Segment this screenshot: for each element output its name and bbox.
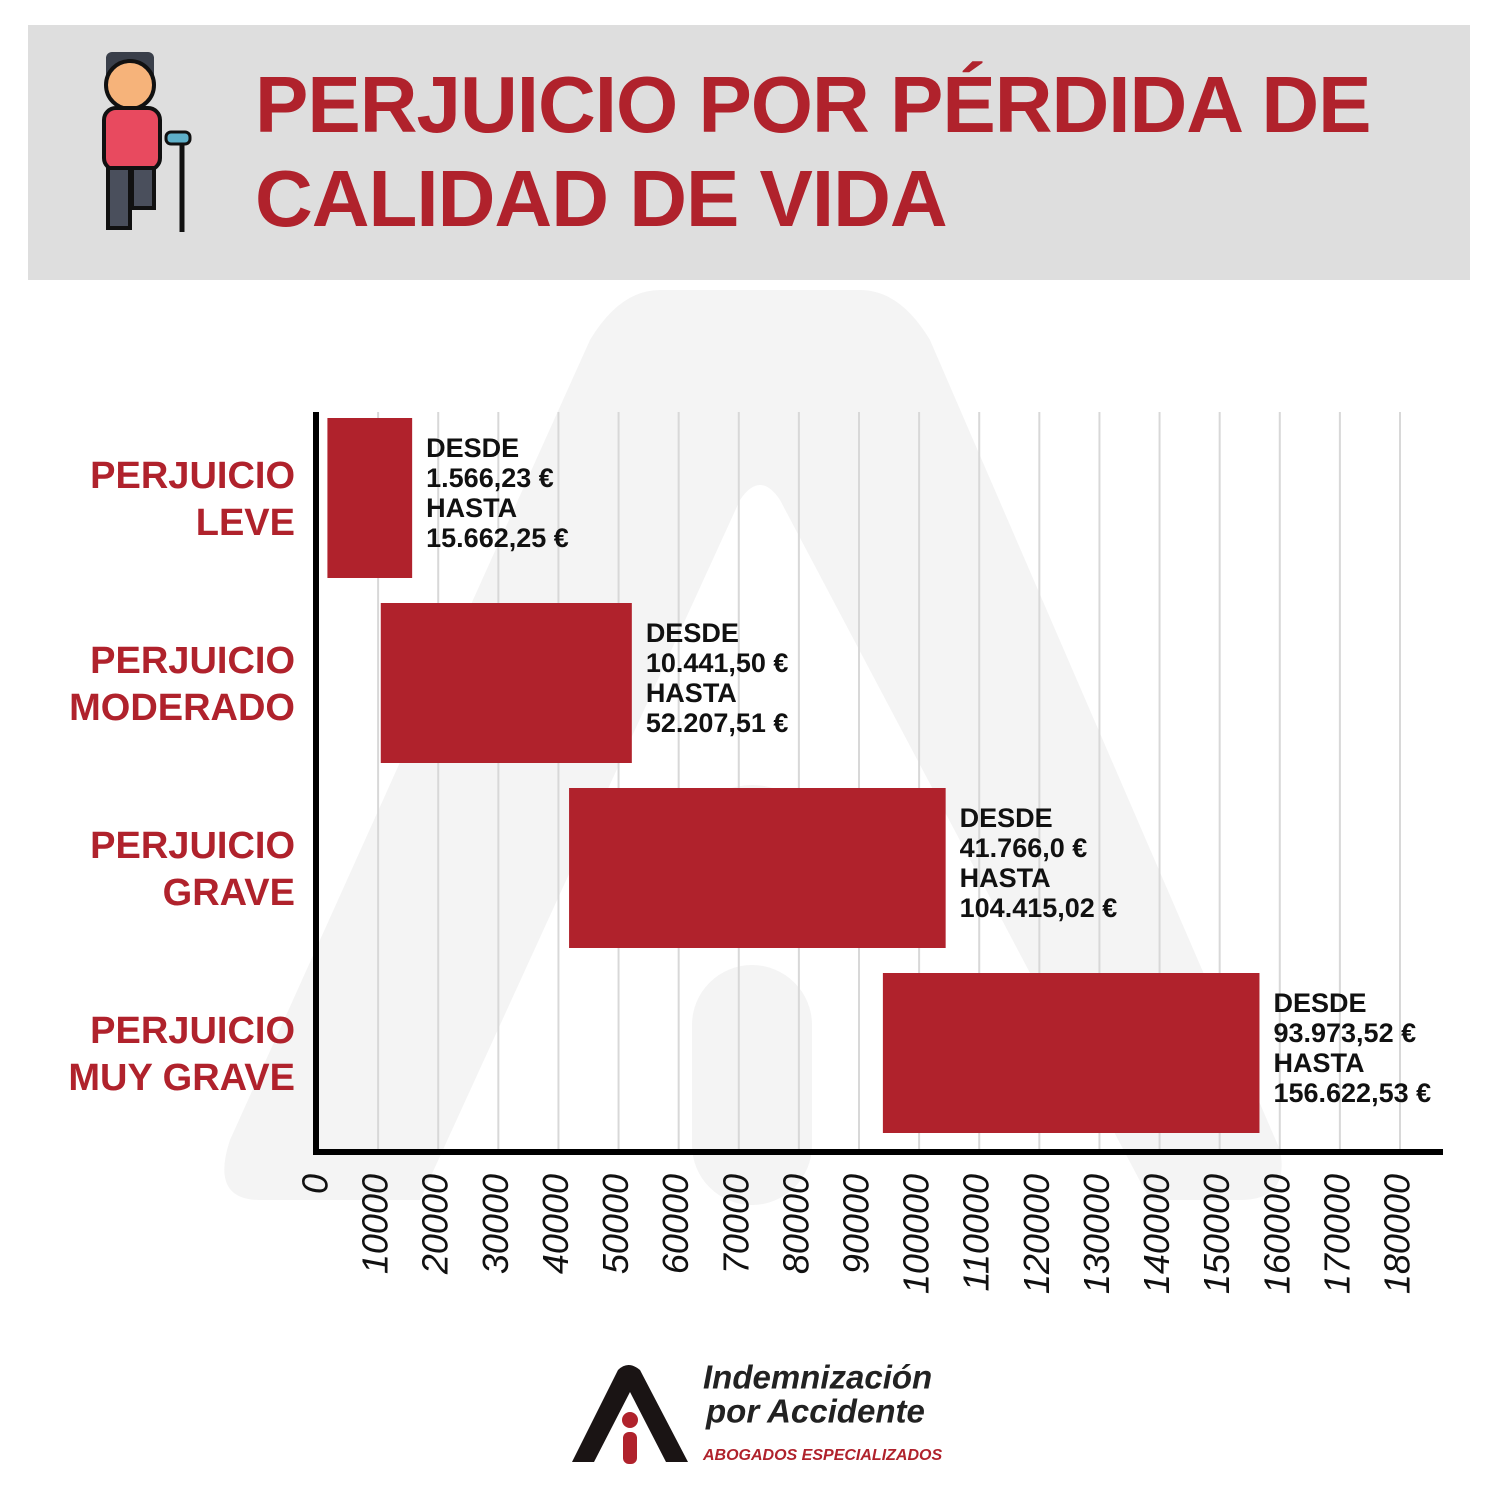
x-tick-label: 180000 [1377, 1174, 1418, 1294]
value-label: 1.566,23 € [426, 463, 554, 493]
value-label: 52.207,51 € [646, 708, 789, 738]
category-label: PERJUICIO MUY GRAVE [68, 1010, 295, 1099]
x-tick-label: 170000 [1316, 1174, 1357, 1294]
value-label: 10.441,50 € [646, 648, 789, 678]
person-icon [102, 52, 192, 232]
x-tick-label: 110000 [956, 1174, 997, 1291]
x-tick-label: 140000 [1136, 1174, 1177, 1294]
x-tick-label: 150000 [1196, 1174, 1237, 1294]
category-label: PERJUICIO GRAVE [90, 825, 295, 914]
x-tick-label: 10000 [355, 1174, 396, 1274]
x-tick-label: 30000 [475, 1174, 516, 1274]
logo-mark [572, 1365, 688, 1464]
series-name: DESDE [1273, 988, 1366, 1018]
value-label: 93.973,52 € [1273, 1018, 1416, 1048]
x-tick-label: 120000 [1016, 1174, 1057, 1294]
logo-name: por Accidente [705, 1393, 925, 1430]
value-label: 156.622,53 € [1273, 1078, 1431, 1108]
x-tick-label: 60000 [655, 1174, 696, 1274]
x-tick-label: 100000 [896, 1174, 937, 1294]
x-tick-label: 80000 [775, 1174, 816, 1274]
bar [882, 973, 1260, 1133]
category-label: PERJUICIO MODERADO [69, 640, 295, 729]
series-name: HASTA [960, 863, 1051, 893]
logo-tagline: ABOGADOS ESPECIALIZADOS [702, 1447, 942, 1464]
x-tick-label: 160000 [1256, 1174, 1297, 1294]
x-tick-label: 20000 [415, 1174, 456, 1275]
series-name: DESDE [960, 803, 1053, 833]
x-tick-label: 90000 [836, 1174, 877, 1274]
bar [380, 603, 632, 763]
series-name: DESDE [646, 618, 739, 648]
x-tick-label: 70000 [715, 1174, 756, 1274]
x-tick-label: 40000 [535, 1174, 576, 1274]
value-label: 41.766,0 € [960, 833, 1088, 863]
category-label: PERJUICIO LEVE [90, 455, 295, 544]
series-name: HASTA [646, 678, 737, 708]
x-tick-label: 0 [295, 1174, 336, 1194]
series-name: DESDE [426, 433, 519, 463]
bar [327, 418, 413, 578]
value-label: 15.662,25 € [426, 523, 569, 553]
header-box [28, 25, 1470, 280]
x-tick-label: 50000 [595, 1174, 636, 1274]
logo-name: Indemnización [703, 1359, 932, 1396]
chart-title: PERJUICIO POR PÉRDIDA DE CALIDAD DE VIDA [255, 60, 1371, 243]
bar [569, 788, 946, 948]
x-tick-label: 130000 [1076, 1174, 1117, 1294]
value-label: 104.415,02 € [960, 893, 1118, 923]
series-name: HASTA [1273, 1048, 1364, 1078]
series-name: HASTA [426, 493, 517, 523]
